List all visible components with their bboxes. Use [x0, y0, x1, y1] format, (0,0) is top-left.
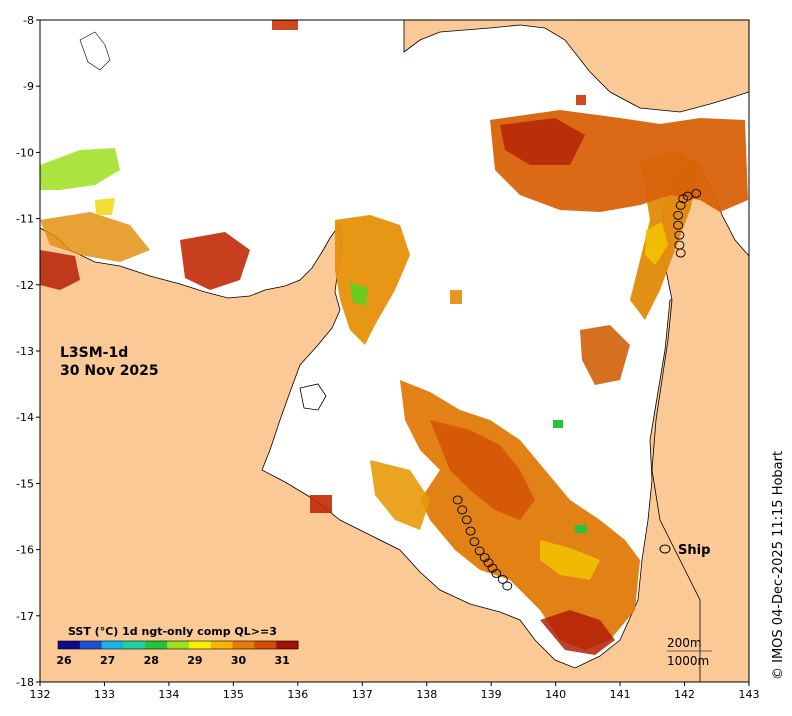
y-tick-label: -12	[16, 279, 34, 292]
contour-label-200m: 200m	[667, 636, 702, 650]
ship-position-marker	[673, 220, 684, 230]
y-tick-label: -14	[16, 411, 34, 424]
colorbar-title: SST (°C) 1d ngt-only comp QL>=3	[68, 625, 277, 638]
x-tick-label: 139	[481, 688, 502, 701]
x-tick-label: 136	[287, 688, 308, 701]
colorbar-segment	[276, 641, 299, 649]
ship-position-marker	[469, 537, 480, 547]
x-tick-label: 137	[352, 688, 373, 701]
contour-label-1000m: 1000m	[667, 654, 709, 668]
colorbar-frame	[57, 640, 299, 650]
colorbar-segment	[188, 641, 212, 649]
x-tick-label: 141	[610, 688, 631, 701]
y-tick-label: -8	[23, 14, 34, 27]
colorbar-segment	[101, 641, 124, 649]
island-outline-2	[79, 31, 111, 71]
product-date: 30 Nov 2025	[60, 363, 159, 379]
y-tick-label: -9	[23, 80, 34, 93]
colorbar-tick-label: 29	[187, 654, 202, 667]
ship-position-marker	[675, 248, 686, 258]
colorbar-tick-label: 30	[231, 654, 247, 667]
x-tick-label: 140	[545, 688, 566, 701]
x-tick-label: 132	[30, 688, 51, 701]
x-tick-label: 142	[674, 688, 695, 701]
ship-legend-label: Ship	[678, 543, 710, 558]
y-tick-label: -10	[16, 146, 34, 159]
y-tick-label: -15	[16, 477, 34, 490]
ship-position-marker	[452, 495, 463, 505]
island-outline	[299, 383, 327, 411]
credit-text: © IMOS 04-Dec-2025 11:15 Hobart	[771, 451, 786, 680]
y-tick-label: -16	[16, 544, 34, 557]
colorbar	[57, 640, 299, 650]
y-tick-label: -17	[16, 610, 34, 623]
ship-track	[452, 188, 702, 591]
y-tick-label: -13	[16, 345, 34, 358]
colorbar-segment	[79, 641, 103, 649]
colorbar-segment	[167, 641, 190, 649]
y-tick-label: -11	[16, 213, 34, 226]
ship-position-marker	[673, 210, 684, 220]
ship-position-marker	[675, 200, 686, 210]
sst-data-layer	[40, 20, 748, 655]
colorbar-ticks: 26 27 28 29 30 31	[56, 654, 289, 667]
ship-position-marker	[461, 515, 472, 525]
ship-position-marker	[674, 230, 685, 240]
colorbar-tick-label: 31	[275, 654, 290, 667]
colorbar-segment	[254, 641, 277, 649]
land-northern-territory	[40, 222, 749, 682]
colorbar-segment	[210, 641, 234, 649]
ship-position-marker	[678, 194, 689, 204]
map-plot-area	[40, 20, 749, 682]
ship-position-marker	[479, 553, 490, 562]
x-tick-label: 138	[416, 688, 437, 701]
ship-position-marker	[465, 526, 476, 536]
ship-position-marker	[457, 505, 468, 515]
colorbar-tick-label: 28	[144, 654, 159, 667]
ship-position-marker	[497, 574, 508, 584]
colorbar-segment	[58, 641, 81, 649]
ship-position-marker	[474, 546, 485, 556]
colorbar-segment	[123, 641, 146, 649]
y-axis-ticks: -8 -9 -10 -11 -12 -13 -14 -15 -16 -17 -18	[16, 14, 40, 689]
x-tick-label: 135	[223, 688, 244, 701]
x-tick-label: 133	[94, 688, 115, 701]
y-tick-label: -18	[16, 676, 34, 689]
ship-position-marker	[487, 563, 498, 573]
colorbar-tick-label: 26	[56, 654, 72, 667]
x-axis-ticks: 132 133 134 135 136 137 138 139 140 141 142 143	[30, 682, 760, 701]
colorbar-segment	[232, 641, 255, 649]
product-name: L3SM-1d	[60, 345, 128, 361]
x-tick-label: 143	[739, 688, 760, 701]
ship-position-marker	[483, 558, 494, 568]
ship-position-marker	[502, 581, 513, 591]
x-tick-label: 134	[158, 688, 179, 701]
ship-position-marker	[491, 568, 502, 578]
ship-legend-icon	[659, 544, 671, 554]
land-new-guinea	[403, 20, 749, 113]
colorbar-tick-label: 27	[100, 654, 115, 667]
colorbar-segment	[145, 641, 168, 649]
